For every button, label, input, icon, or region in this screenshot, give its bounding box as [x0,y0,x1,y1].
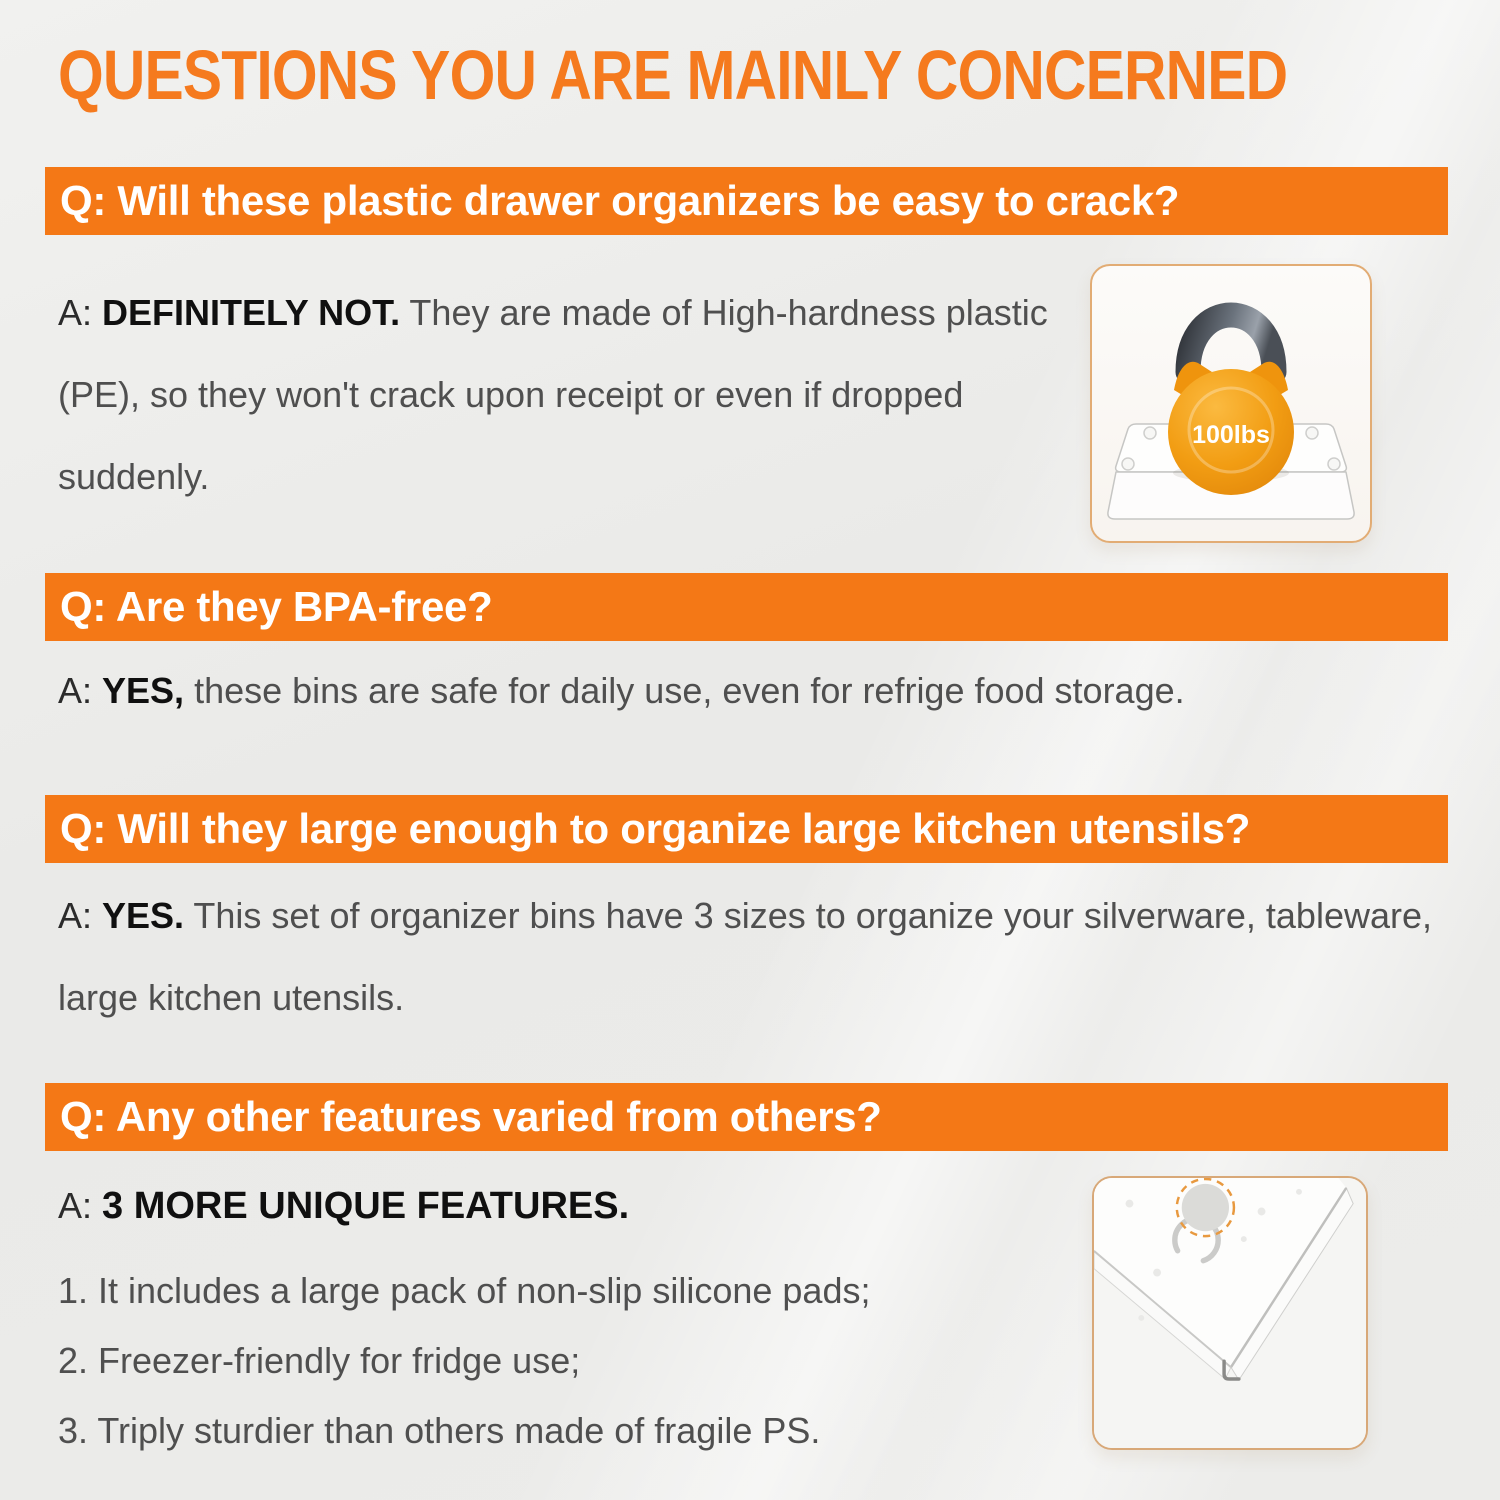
answer-2-emphasis: YES, [102,670,185,711]
answer-1: A: DEFINITELY NOT. They are made of High… [58,272,1068,518]
bin-corner-icon [1094,1178,1366,1448]
answer-2-text: these bins are safe for daily use, even … [184,670,1185,711]
answer-1-text: They are made of High-hardness plastic (… [58,292,1048,497]
kettlebell-icon: 100lbs [1168,302,1294,495]
kettlebell-on-bin-icon: 100lbs [1107,302,1355,520]
question-banner-1: Q: Will these plastic drawer organizers … [45,167,1448,235]
question-banner-2: Q: Are they BPA-free? [45,573,1448,641]
answer-3-text: This set of organizer bins have 3 sizes … [58,895,1433,1018]
answer-4-emphasis: 3 MORE UNIQUE FEATURES. [102,1185,630,1227]
feature-list: 1. It includes a large pack of non-slip … [58,1256,1068,1466]
corner-foot [1222,1359,1241,1381]
answer-1-prefix: A: [58,292,103,333]
answer-4-heading: A: 3 MORE UNIQUE FEATURES. [58,1176,1068,1236]
answer-1-emphasis: DEFINITELY NOT. [102,292,401,333]
feature-item-1: 1. It includes a large pack of non-slip … [58,1270,871,1311]
texture-dots [1125,1188,1302,1321]
feature-item-3: 3. Triply sturdier than others made of f… [58,1410,821,1451]
kettlebell-image-box: 100lbs [1090,264,1372,543]
answer-2: A: YES, these bins are safe for daily us… [58,650,1458,732]
question-banner-4: Q: Any other features varied from others… [45,1083,1448,1151]
answer-2-prefix: A: [58,670,103,711]
feature-item-2: 2. Freezer-friendly for fridge use; [58,1340,581,1381]
weight-label: 100lbs [1192,421,1270,449]
page-title: QUESTIONS YOU ARE MAINLY CONCERNED [58,36,1288,114]
question-banner-3: Q: Will they large enough to organize la… [45,795,1448,863]
silicone-pad-highlight [1175,1178,1236,1238]
answer-3-emphasis: YES. [102,895,185,936]
answer-3: A: YES. This set of organizer bins have … [58,875,1458,1039]
answer-4-prefix: A: [58,1185,103,1226]
answer-3-prefix: A: [58,895,103,936]
bin-corner-image-box [1092,1176,1368,1450]
transparent-bin-corner [1094,1178,1354,1381]
